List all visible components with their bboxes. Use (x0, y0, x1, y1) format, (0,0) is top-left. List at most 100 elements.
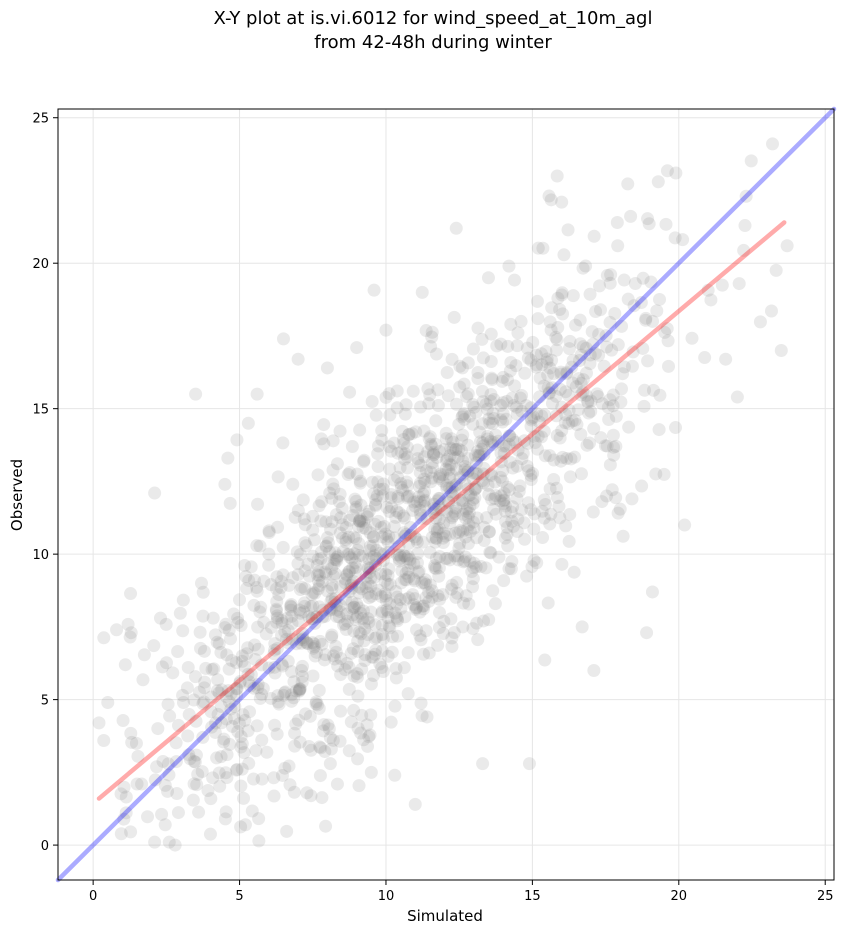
scatter-point (482, 613, 496, 627)
scatter-point (211, 673, 225, 687)
scatter-point (487, 502, 501, 516)
scatter-point (317, 718, 331, 732)
scatter-point (388, 606, 402, 620)
scatter-point (400, 552, 414, 566)
scatter-point (494, 470, 508, 484)
scatter-point (372, 439, 386, 453)
scatter-point (501, 373, 515, 387)
scatter-point (302, 610, 316, 624)
scatter-point (357, 634, 371, 648)
scatter-point (460, 502, 474, 516)
scatter-point (489, 507, 503, 521)
scatter-point (559, 385, 573, 399)
scatter-point (382, 619, 396, 633)
scatter-point (652, 423, 666, 437)
scatter-point (531, 241, 545, 255)
scatter-point (538, 653, 552, 667)
scatter-point (308, 616, 322, 630)
scatter-point (412, 479, 426, 493)
scatter-point (314, 545, 328, 559)
scatter-point (271, 470, 285, 484)
scatter-point (579, 366, 593, 380)
scatter-point (442, 463, 456, 477)
scatter-point (388, 531, 402, 545)
scatter-point (358, 622, 372, 636)
scatter-point (395, 424, 409, 438)
scatter-point (497, 494, 511, 508)
scatter-point (425, 330, 439, 344)
scatter-point (440, 366, 454, 380)
x-axis-ticks: 0 5 10 15 20 25 (89, 880, 833, 904)
scatter-point (425, 325, 439, 339)
scatter-point (306, 549, 320, 563)
scatter-point (194, 641, 208, 655)
scatter-point (475, 442, 489, 456)
scatter-point (408, 602, 422, 616)
scatter-point (259, 627, 273, 641)
scatter-point (304, 743, 318, 757)
scatter-point (422, 594, 436, 608)
y-tick-label: 15 (32, 403, 49, 418)
x-tick-label: 25 (817, 889, 834, 904)
scatter-point (480, 429, 494, 443)
scatter-point (233, 593, 247, 607)
scatter-point (587, 664, 601, 678)
scatter-point (295, 675, 309, 689)
scatter-point (375, 644, 389, 658)
scatter-point (211, 707, 225, 721)
scatter-point (118, 658, 132, 672)
scatter-point (364, 677, 378, 691)
scatter-point (173, 606, 187, 620)
scatter-point (484, 434, 498, 448)
scatter-point (497, 497, 511, 511)
scatter-point (437, 443, 451, 457)
scatter-point (603, 315, 617, 329)
scatter-point (769, 263, 783, 277)
scatter-point (463, 524, 477, 538)
scatter-point (215, 716, 229, 730)
scatter-point (355, 514, 369, 528)
scatter-point (315, 575, 329, 589)
scatter-point (365, 394, 379, 408)
x-tick-label: 10 (378, 889, 395, 904)
scatter-point (531, 312, 545, 326)
scatter-point (613, 502, 627, 516)
scatter-point (366, 538, 380, 552)
scatter-point (394, 601, 408, 615)
scatter-point (605, 483, 619, 497)
scatter-point (270, 595, 284, 609)
scatter-point (376, 554, 390, 568)
scatter-point (565, 414, 579, 428)
scatter-point (201, 784, 215, 798)
scatter-point (494, 413, 508, 427)
scatter-point (579, 388, 593, 402)
scatter-point (466, 622, 480, 636)
scatter-point (364, 579, 378, 593)
scatter-point (362, 552, 376, 566)
scatter-point (251, 681, 265, 695)
scatter-point (780, 239, 794, 253)
scatter-point (234, 779, 248, 793)
scatter-point (593, 279, 607, 293)
scatter-point (369, 499, 383, 513)
scatter-point (465, 565, 479, 579)
scatter-point (331, 549, 345, 563)
scatter-point (398, 549, 412, 563)
scatter-point (467, 561, 481, 575)
scatter-point (172, 718, 186, 732)
scatter-point (459, 504, 473, 518)
scatter-point (368, 647, 382, 661)
scatter-point (403, 553, 417, 567)
scatter-point (296, 631, 310, 645)
scatter-point (650, 304, 664, 318)
scatter-point (423, 545, 437, 559)
scatter-point (240, 581, 254, 595)
scatter-point (390, 590, 404, 604)
scatter-point (424, 437, 438, 451)
scatter-point (476, 476, 490, 490)
scatter-point (349, 561, 363, 575)
scatter-point (368, 618, 382, 632)
scatter-point (466, 572, 480, 586)
scatter-point (356, 549, 370, 563)
